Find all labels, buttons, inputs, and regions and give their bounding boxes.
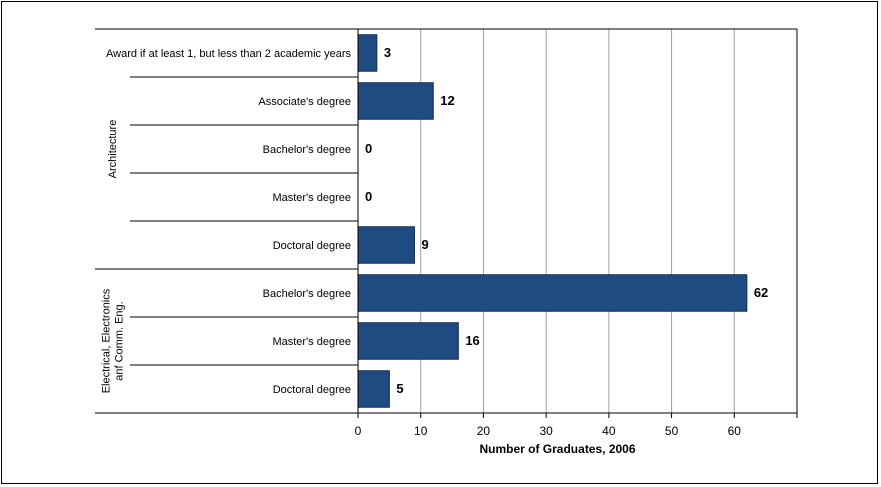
category-label: Bachelor's degree [263,288,351,300]
category-label: Bachelor's degree [263,144,351,156]
value-label: 9 [421,237,428,252]
x-tick-label: 10 [414,424,428,438]
value-label: 3 [384,45,391,60]
bar [357,226,415,264]
x-tick-label: 0 [355,424,362,438]
group-label: Architecture [107,120,119,179]
bar [357,322,459,360]
value-label: 5 [396,381,403,396]
category-label: Master's degree [272,192,351,204]
bar [357,82,434,120]
x-axis-title: Number of Graduates, 2006 [479,442,635,456]
x-tick-label: 40 [602,424,616,438]
bar [357,274,748,312]
category-label: Award if at least 1, but less than 2 aca… [106,48,351,60]
x-tick-label: 50 [665,424,679,438]
value-label: 62 [754,285,768,300]
value-label: 0 [365,141,372,156]
category-label: Master's degree [272,336,351,348]
x-tick-label: 60 [728,424,742,438]
group-label: Electrical, Electronics [100,288,112,393]
x-tick-label: 20 [477,424,491,438]
category-label: Associate's degree [258,96,351,108]
value-label: 12 [440,93,454,108]
value-label: 0 [365,189,372,204]
value-label: 16 [465,333,479,348]
category-label: Doctoral degree [273,384,351,396]
category-label: Doctoral degree [273,240,351,252]
group-label: anf Comm. Eng. [113,301,125,380]
bar [357,370,390,408]
bar [357,34,378,72]
x-tick-label: 30 [539,424,553,438]
